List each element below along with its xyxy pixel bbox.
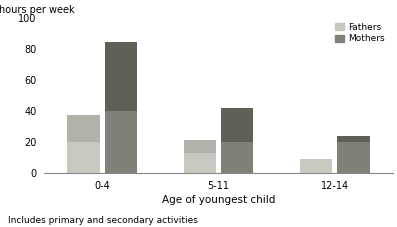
Bar [221,108,253,142]
Bar [104,42,137,111]
Bar [184,140,216,153]
Text: Includes primary and secondary activities: Includes primary and secondary activitie… [8,216,198,225]
Text: hours per week: hours per week [0,5,75,15]
X-axis label: Age of youngest child: Age of youngest child [162,195,275,205]
Bar [221,142,253,173]
Bar [184,153,216,173]
Legend: Fathers, Mothers: Fathers, Mothers [332,19,388,47]
Bar [337,136,370,142]
Bar [67,116,100,142]
Bar [337,142,370,173]
Bar [300,159,332,173]
Bar [67,142,100,173]
Bar [104,111,137,173]
